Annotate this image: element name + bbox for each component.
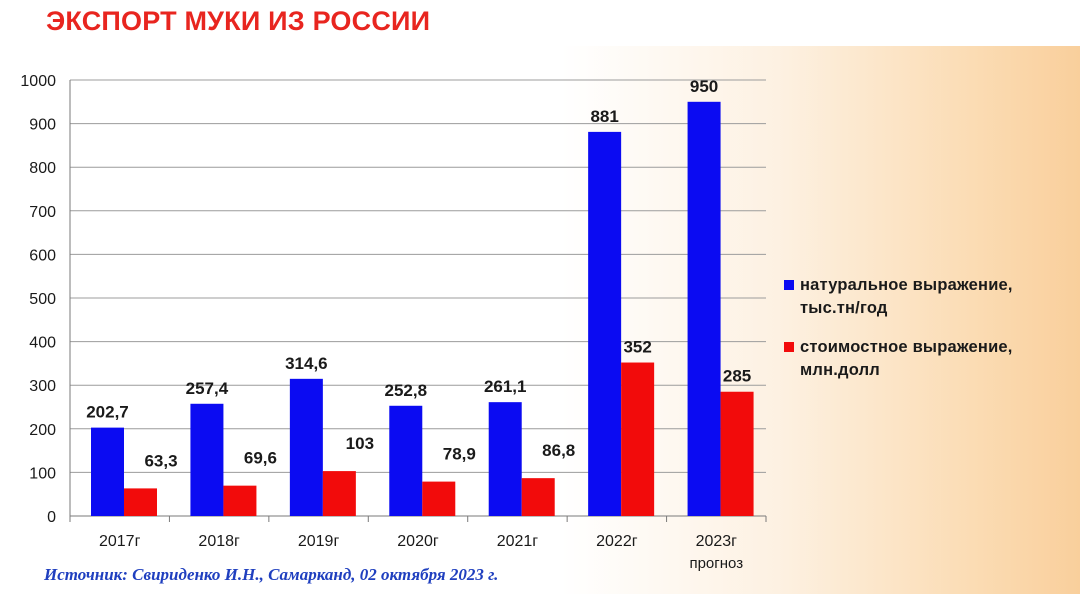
data-label-series1-2018г: 69,6 [244, 449, 277, 468]
x-tick-label-2019г: 2019г [298, 533, 340, 550]
y-tick-label-100: 100 [29, 465, 56, 482]
x-tick-label-2021г: 2021г [497, 533, 539, 550]
data-label-series0-2020г: 252,8 [385, 381, 428, 400]
data-label-series1-2023г: 285 [723, 367, 751, 386]
data-label-series0-2023г: 950 [690, 77, 718, 96]
data-label-series1-2017г: 63,3 [144, 451, 177, 470]
data-label-series0-2018г: 257,4 [186, 379, 229, 398]
bar-series1-2017г [124, 488, 157, 516]
data-label-series0-2017г: 202,7 [86, 403, 129, 422]
y-tick-label-700: 700 [29, 204, 56, 221]
bar-series0-2020г [389, 405, 423, 516]
y-tick-label-900: 900 [29, 117, 56, 134]
bar-series0-2018г [190, 403, 224, 516]
legend-item-natural: натуральное выражение, тыс.тн/год [784, 274, 1076, 320]
bar-series0-2022г [588, 131, 622, 516]
legend-item-value: стоимостное выражение, млн.долл [784, 336, 1076, 382]
data-label-series0-2019г: 314,6 [285, 354, 328, 373]
data-label-series1-2019г: 103 [346, 434, 374, 453]
bar-series0-2021г [488, 402, 522, 516]
x-tick-label-2020г: 2020г [397, 533, 439, 550]
x-tick-label-2023г: 2023г [696, 533, 738, 550]
x-tick-label-2018г: 2018г [198, 533, 240, 550]
x-tick-sublabel-2023г: прогноз [689, 555, 743, 572]
data-label-series1-2021г: 86,8 [542, 441, 575, 460]
y-tick-label-1000: 1000 [20, 73, 56, 90]
bar-series1-2018г [223, 485, 257, 516]
y-tick-label-500: 500 [29, 291, 56, 308]
bar-series1-2019г [322, 471, 356, 516]
bar-series0-2023г [687, 101, 721, 517]
bar-series0-2019г [289, 378, 323, 516]
title-band [0, 0, 1080, 46]
chart-title: ЭКСПОРТ МУКИ ИЗ РОССИИ [46, 6, 431, 36]
data-label-series1-2020г: 78,9 [443, 445, 476, 464]
y-tick-label-800: 800 [29, 160, 56, 177]
legend-swatch-natural [784, 280, 794, 290]
y-tick-label-300: 300 [29, 378, 56, 395]
data-label-series0-2021г: 261,1 [484, 377, 527, 396]
y-tick-label-200: 200 [29, 422, 56, 439]
bar-series1-2021г [521, 478, 555, 516]
legend-label-value: стоимостное выражение, млн.долл [800, 338, 1013, 379]
legend: натуральное выражение, тыс.тн/год стоимо… [784, 274, 1076, 398]
bar-series1-2023г [720, 391, 754, 516]
data-label-series0-2022г: 881 [590, 107, 618, 126]
data-label-series1-2022г: 352 [623, 338, 651, 357]
y-tick-label-600: 600 [29, 247, 56, 264]
legend-label-natural: натуральное выражение, тыс.тн/год [800, 276, 1013, 317]
bar-series1-2020г [422, 481, 456, 516]
x-tick-label-2017г: 2017г [99, 533, 141, 550]
y-tick-label-0: 0 [47, 509, 56, 526]
y-tick-label-400: 400 [29, 335, 56, 352]
x-tick-label-2022г: 2022г [596, 533, 638, 550]
bar-series0-2017г [91, 427, 124, 516]
bar-series1-2022г [621, 362, 655, 516]
source-note: Источник: Свириденко И.Н., Самарканд, 02… [44, 565, 499, 584]
legend-swatch-value [784, 342, 794, 352]
